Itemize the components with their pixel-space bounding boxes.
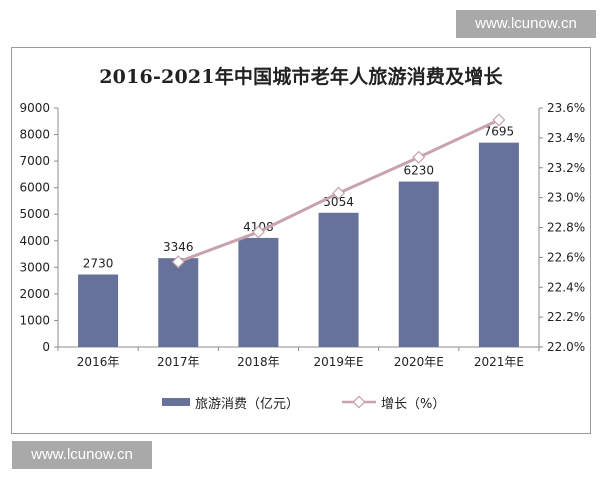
x-tick-label: 2016年 [77,355,120,369]
x-tick-label: 2021年E [474,355,524,369]
y-left-tick-label: 3000 [19,260,50,274]
y-right-tick-label: 22.0% [547,340,585,354]
x-tick-label: 2019年E [314,355,364,369]
bar [398,181,439,347]
y-right-tick-label: 22.6% [547,250,585,264]
y-left-tick-label: 2000 [19,287,50,301]
legend-bar-swatch [162,398,190,406]
bar-data-label: 2730 [83,257,114,271]
y-left-tick-label: 8000 [19,128,50,142]
growth-point [251,225,265,239]
bar [318,212,359,347]
bar [78,274,119,347]
watermark-bottom: www.lcunow.cn [12,441,152,469]
growth-point [171,255,185,269]
y-left-tick-label: 1000 [19,313,50,327]
y-right-tick-label: 22.2% [547,310,585,324]
bar [478,142,519,347]
y-right-tick-label: 23.2% [547,161,585,175]
y-left-tick-label: 4000 [19,234,50,248]
growth-point [332,186,346,200]
chart-frame: 2016-2021年中国城市老年人旅游消费及增长 0 1000 2000 3000 40… [11,47,591,434]
y-right-tick-label: 22.8% [547,221,585,235]
legend-item-consumption: 旅游消费（亿元） [162,394,300,412]
bar [158,258,199,347]
y-left-tick-label: 6000 [19,181,50,195]
watermark-top: www.lcunow.cn [456,10,596,38]
y-right-tick-label: 22.4% [547,280,585,294]
y-left-tick-label: 7000 [19,154,50,168]
bar [238,237,279,347]
growth-point [412,150,426,164]
x-tick-label: 2017年 [157,355,200,369]
legend-item-growth: 增长（%） [342,394,446,412]
y-left-tick-label: 9000 [19,101,50,115]
y-right-tick-label: 23.4% [547,131,585,145]
chart-title: 2016-2021年中国城市老年人旅游消费及增长 [99,66,503,88]
bar-data-label: 6230 [403,164,434,178]
y-left-tick-label: 0 [42,340,50,354]
chart-plot: 0 1000 2000 3000 4000 5000 6000 7000 8000 9000 22.… [19,101,585,369]
bar-data-label: 3346 [163,240,194,254]
legend-label-growth: 增长（%） [381,396,446,412]
y-left-tick-label: 5000 [19,207,50,221]
legend-line-swatch [342,395,376,409]
x-tick-label: 2020年E [394,355,444,369]
legend-label-consumption: 旅游消费（亿元） [195,396,300,412]
y-right-tick-label: 23.0% [547,191,585,205]
y-right-tick-label: 23.6% [547,101,585,115]
x-tick-label: 2018年 [237,355,280,369]
bar-data-label: 7695 [484,125,515,139]
growth-point [492,113,506,127]
